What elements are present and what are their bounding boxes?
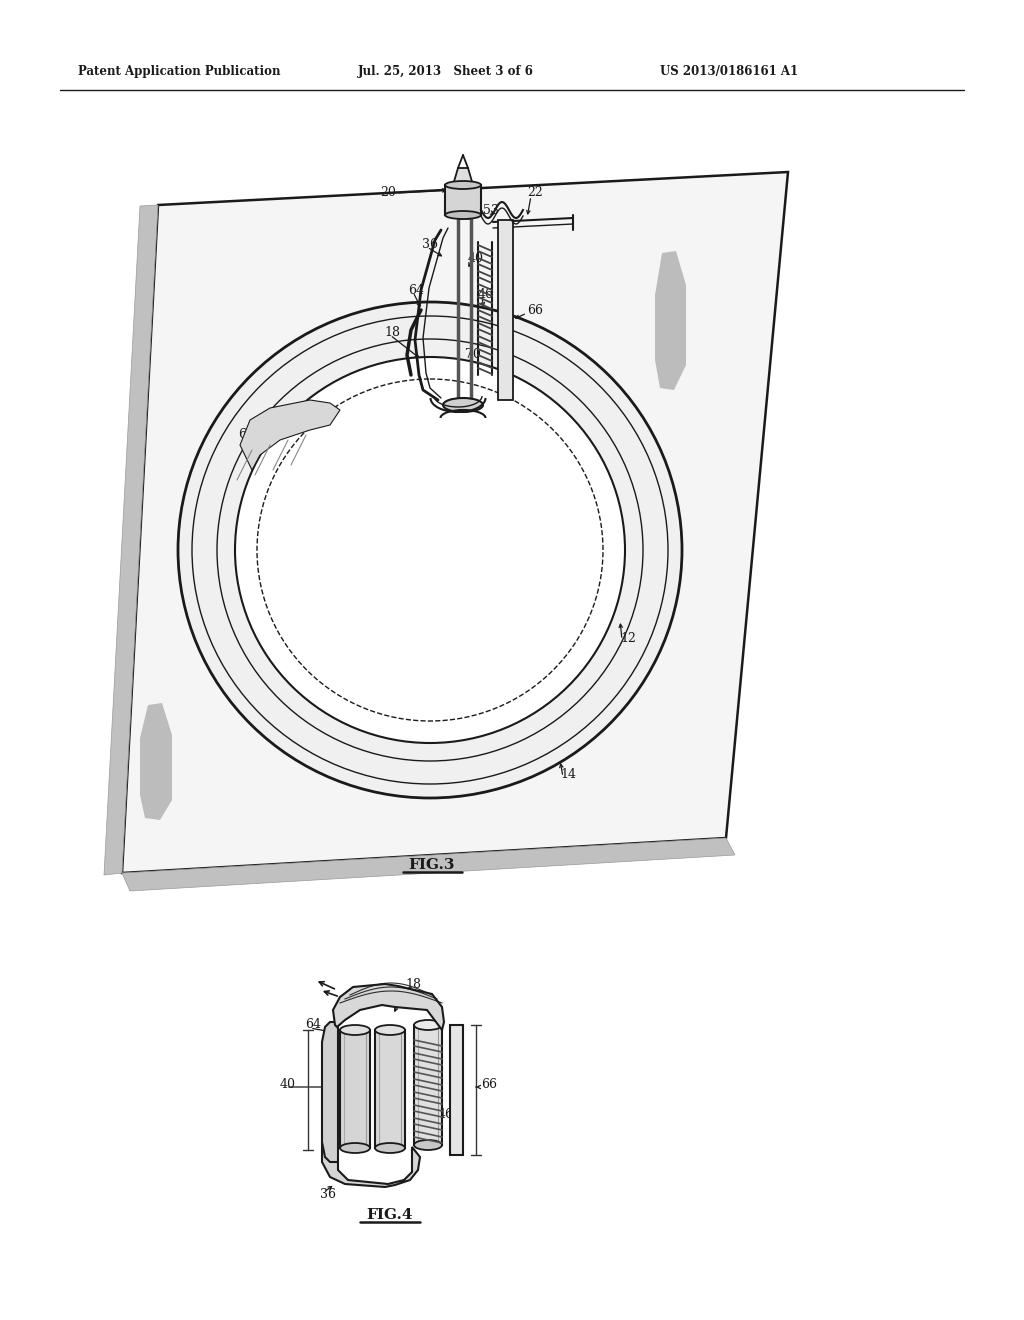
Ellipse shape [445, 181, 481, 189]
Text: 46: 46 [438, 1109, 454, 1122]
Polygon shape [445, 185, 481, 215]
Ellipse shape [340, 1026, 370, 1035]
Text: 40: 40 [468, 252, 484, 264]
Text: 18: 18 [468, 413, 484, 426]
Ellipse shape [340, 1143, 370, 1152]
Text: Patent Application Publication: Patent Application Publication [78, 66, 281, 78]
Text: 62: 62 [510, 433, 526, 446]
Ellipse shape [445, 211, 481, 219]
Text: 30: 30 [425, 449, 441, 462]
Text: 22: 22 [527, 186, 543, 199]
Polygon shape [340, 1030, 370, 1148]
Polygon shape [104, 205, 158, 875]
Ellipse shape [234, 356, 625, 743]
Text: 53: 53 [483, 203, 499, 216]
Polygon shape [322, 1022, 338, 1162]
Text: 40: 40 [280, 1078, 296, 1092]
Polygon shape [322, 1142, 420, 1187]
Text: 70: 70 [465, 348, 481, 362]
Text: 46: 46 [478, 289, 494, 301]
Polygon shape [498, 220, 513, 400]
Text: 66: 66 [527, 304, 543, 317]
Text: 12: 12 [620, 631, 636, 644]
Text: FIG.4: FIG.4 [367, 1208, 414, 1222]
Ellipse shape [375, 1143, 406, 1152]
Ellipse shape [414, 1020, 442, 1030]
Text: 20: 20 [380, 186, 396, 199]
Text: US 2013/0186161 A1: US 2013/0186161 A1 [660, 66, 798, 78]
Text: 64: 64 [408, 284, 424, 297]
Text: 70: 70 [395, 994, 411, 1006]
Ellipse shape [178, 302, 682, 799]
Polygon shape [122, 172, 788, 873]
Ellipse shape [375, 1026, 406, 1035]
Text: 36: 36 [319, 1188, 336, 1200]
Ellipse shape [414, 1140, 442, 1150]
Text: 66: 66 [481, 1078, 497, 1092]
Polygon shape [655, 251, 686, 389]
Text: FIG.3: FIG.3 [409, 858, 456, 873]
Text: 36: 36 [422, 239, 438, 252]
Text: 14: 14 [560, 768, 575, 781]
Polygon shape [333, 983, 444, 1030]
Text: 60: 60 [238, 429, 254, 441]
Text: 18: 18 [384, 326, 400, 339]
Ellipse shape [443, 399, 483, 412]
Polygon shape [450, 1026, 463, 1155]
Polygon shape [122, 838, 735, 891]
Text: 18: 18 [406, 978, 421, 991]
Polygon shape [414, 1026, 442, 1144]
Polygon shape [240, 400, 340, 470]
Polygon shape [453, 168, 473, 185]
Polygon shape [140, 704, 172, 820]
Text: 64: 64 [305, 1019, 321, 1031]
Polygon shape [375, 1030, 406, 1148]
Text: Jul. 25, 2013   Sheet 3 of 6: Jul. 25, 2013 Sheet 3 of 6 [358, 66, 534, 78]
